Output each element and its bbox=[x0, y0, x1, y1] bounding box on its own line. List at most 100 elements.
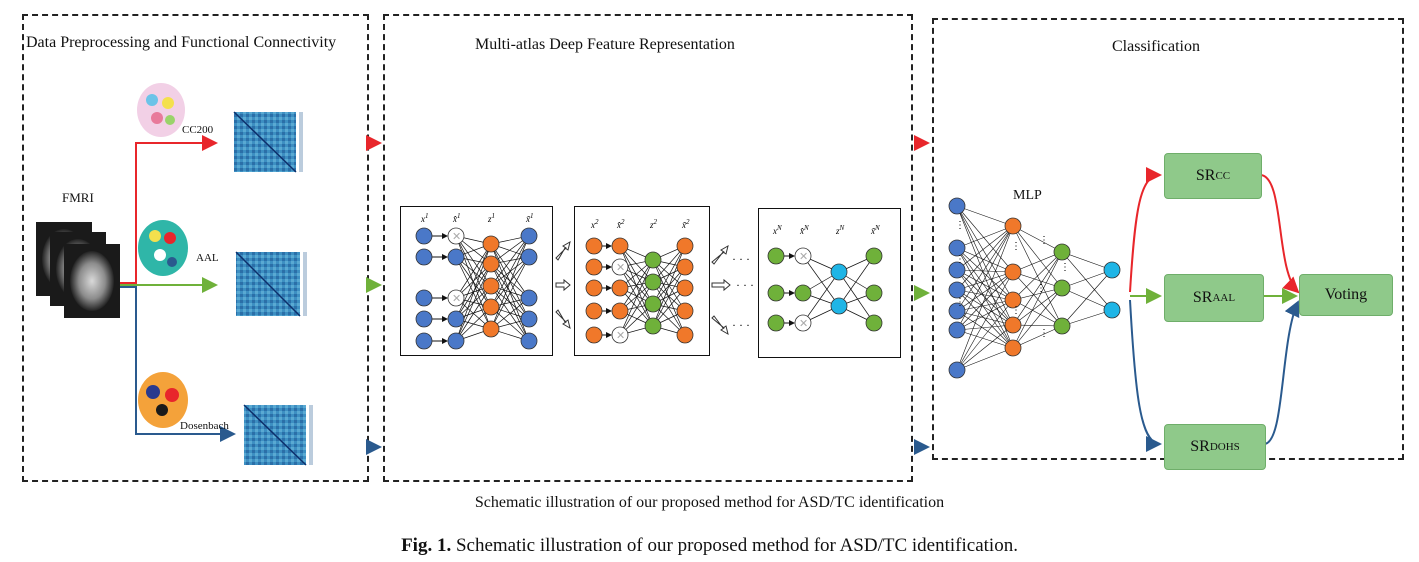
mlp-edge bbox=[956, 324, 1014, 371]
input-node bbox=[585, 258, 603, 276]
latent-node bbox=[830, 297, 848, 315]
mlp-node bbox=[948, 281, 966, 299]
mlp-edge bbox=[1012, 225, 1063, 289]
mlp-edge bbox=[1012, 271, 1063, 289]
output-node bbox=[676, 302, 694, 320]
mlp-edge bbox=[956, 289, 1014, 349]
edge bbox=[619, 245, 654, 305]
autoencoder-box-n bbox=[758, 208, 901, 358]
mlp-edge bbox=[956, 225, 1014, 291]
classifier-box-cc: SR CC bbox=[1164, 153, 1262, 199]
latent-node bbox=[830, 263, 848, 281]
input-node bbox=[415, 310, 433, 328]
classifier-sub-aal: AAL bbox=[1212, 292, 1236, 304]
mlp-ellipsis: ⋮ bbox=[955, 220, 965, 231]
mlp-edge bbox=[956, 271, 1014, 291]
input-node bbox=[585, 302, 603, 320]
mlp-edge bbox=[956, 225, 1014, 331]
mlp-node bbox=[948, 321, 966, 339]
hidden-input-node bbox=[611, 302, 629, 320]
ellipsis-1: · · · bbox=[732, 252, 750, 266]
mlp-edge bbox=[956, 271, 1014, 371]
mlp-edge bbox=[1012, 287, 1063, 301]
layer-label-sup: 2 bbox=[654, 218, 658, 226]
hidden-input-node bbox=[611, 279, 629, 297]
latent-node bbox=[482, 320, 500, 338]
input-node bbox=[767, 284, 785, 302]
preprocessing-title: Data Preprocessing and Functional Connec… bbox=[26, 34, 337, 51]
layer-label-sup: 2 bbox=[595, 218, 599, 226]
mlp-edge bbox=[956, 247, 1014, 301]
corrupted-node bbox=[794, 314, 812, 332]
layer-label-sup: N bbox=[776, 224, 782, 232]
mlp-edge bbox=[1061, 309, 1113, 327]
output-node bbox=[676, 326, 694, 344]
corrupted-node bbox=[794, 247, 812, 265]
mlp-edge bbox=[956, 205, 1014, 349]
cc200-atlas-image bbox=[137, 83, 185, 137]
layer-label-sup: 2 bbox=[621, 218, 625, 226]
mlp-edge bbox=[1061, 269, 1113, 327]
mlp-edge bbox=[956, 205, 1014, 301]
layer-label-sup: 1 bbox=[457, 212, 461, 220]
classifier-base-aal: SR bbox=[1192, 289, 1213, 306]
mlp-edge bbox=[956, 347, 1014, 371]
layer-label-sup: 1 bbox=[425, 212, 429, 220]
edge bbox=[802, 255, 840, 307]
mlp-edge bbox=[956, 205, 1014, 227]
hidden-input-node bbox=[611, 237, 629, 255]
mlp-ellipsis: ⋮ bbox=[1039, 328, 1049, 339]
latent-node bbox=[644, 317, 662, 335]
aal-atlas-image bbox=[138, 220, 188, 276]
mlp-edge bbox=[956, 289, 1014, 326]
corrupt-mark: ✕ bbox=[799, 251, 808, 263]
latent-node bbox=[644, 251, 662, 269]
mlp-edge bbox=[1012, 271, 1063, 327]
latent-node bbox=[482, 277, 500, 295]
layer-label: x̃N bbox=[870, 224, 880, 236]
mlp-edge bbox=[956, 269, 1014, 349]
mlp-edge bbox=[956, 269, 1014, 273]
output-node bbox=[676, 258, 694, 276]
mlp-to-srcc-arrow bbox=[1129, 167, 1162, 293]
mlp-edge bbox=[1061, 251, 1113, 311]
edge bbox=[455, 285, 492, 342]
edge bbox=[455, 263, 492, 342]
voting-label: Voting bbox=[1324, 286, 1368, 303]
mlp-edge bbox=[956, 269, 1014, 301]
srcc-to-voting-arrow bbox=[1259, 174, 1300, 294]
mlp-node bbox=[948, 261, 966, 279]
output-node bbox=[520, 289, 538, 307]
figure-caption-text: Schematic illustration of our proposed m… bbox=[455, 535, 1018, 556]
mlp-edge bbox=[956, 324, 1014, 331]
edge bbox=[619, 259, 654, 336]
classification-title: Classification bbox=[1112, 38, 1200, 55]
layer-label-sup: 1 bbox=[530, 212, 534, 220]
layer-label-sup: N bbox=[803, 224, 809, 232]
output-node bbox=[520, 227, 538, 245]
mlp-edge bbox=[1012, 287, 1063, 349]
edge bbox=[802, 271, 840, 324]
latent-node bbox=[482, 255, 500, 273]
edge bbox=[490, 263, 530, 320]
input-node bbox=[415, 289, 433, 307]
ellipsis-3: · · · bbox=[732, 318, 750, 332]
edge bbox=[455, 243, 492, 320]
mlp-edge bbox=[1012, 251, 1063, 349]
corrupt-mark: ✕ bbox=[452, 231, 461, 243]
cc200-fc-matrix bbox=[233, 111, 303, 173]
ellipsis-2: · · · bbox=[736, 278, 754, 292]
corrupt-mark: ✕ bbox=[799, 318, 808, 330]
mlp-edge bbox=[956, 271, 1014, 331]
mlp-edge bbox=[1012, 225, 1063, 253]
output-node bbox=[676, 279, 694, 297]
edge bbox=[838, 271, 875, 324]
fmri-stack-image bbox=[36, 222, 120, 318]
mlp-edge bbox=[956, 247, 1014, 273]
layer-label: x̃2 bbox=[681, 218, 690, 230]
input-node bbox=[585, 237, 603, 255]
edge bbox=[652, 259, 686, 336]
corrupt-mark: ✕ bbox=[616, 330, 625, 342]
mlp-edge bbox=[956, 310, 1014, 326]
